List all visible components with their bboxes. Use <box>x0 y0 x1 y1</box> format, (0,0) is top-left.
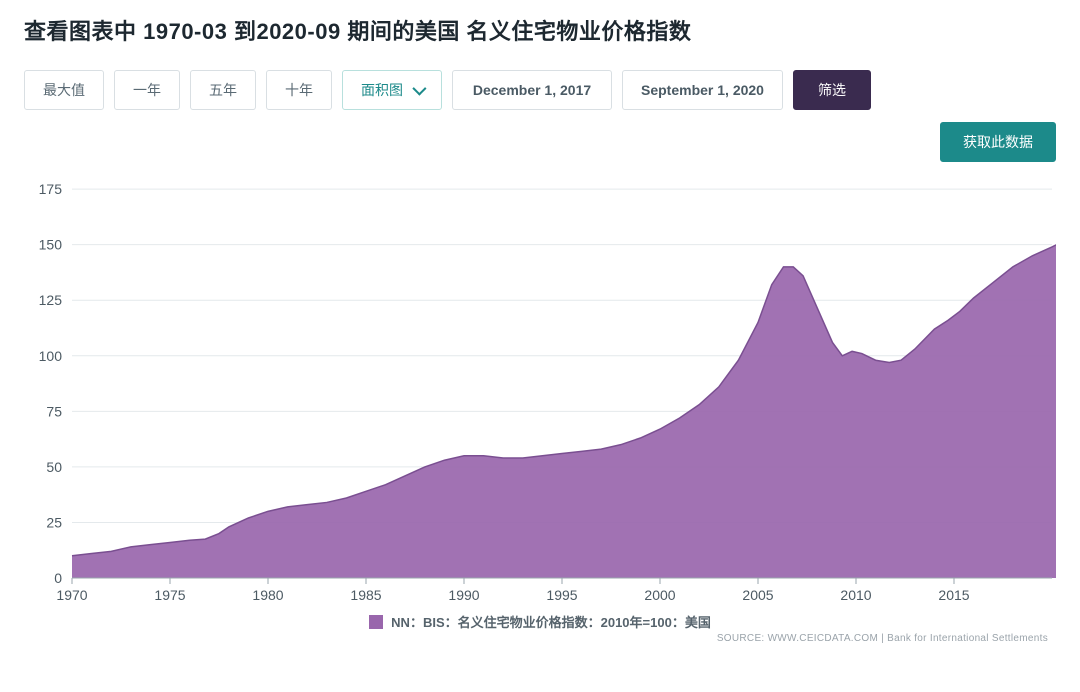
svg-text:1995: 1995 <box>546 587 577 603</box>
svg-text:150: 150 <box>39 237 63 253</box>
svg-text:2000: 2000 <box>644 587 675 603</box>
svg-text:1990: 1990 <box>448 587 479 603</box>
legend-label: NN：BIS：名义住宅物业价格指数：2010年=100：美国 <box>391 612 711 631</box>
svg-text:175: 175 <box>39 181 63 197</box>
page-title: 查看图表中 1970-03 到2020-09 期间的美国 名义住宅物业价格指数 <box>24 14 1056 46</box>
svg-text:2015: 2015 <box>938 587 969 603</box>
date-to-input[interactable]: September 1, 2020 <box>622 70 783 110</box>
get-data-button[interactable]: 获取此数据 <box>940 122 1056 162</box>
chart-type-label: 面积图 <box>361 80 403 100</box>
svg-text:1975: 1975 <box>154 587 185 603</box>
filter-button[interactable]: 筛选 <box>793 70 871 110</box>
svg-text:25: 25 <box>46 514 62 530</box>
range-max-button[interactable]: 最大值 <box>24 70 104 110</box>
svg-text:2005: 2005 <box>742 587 773 603</box>
chevron-down-icon <box>412 82 426 96</box>
range-10y-button[interactable]: 十年 <box>266 70 332 110</box>
svg-text:125: 125 <box>39 292 63 308</box>
area-chart-svg: 0 25 50 75 100 125 150 175 1970 1975 1980 1985 1990 1… <box>24 170 1056 610</box>
chart-type-select[interactable]: 面积图 <box>342 70 442 110</box>
svg-text:100: 100 <box>39 348 63 364</box>
svg-text:50: 50 <box>46 459 62 475</box>
svg-text:1985: 1985 <box>350 587 381 603</box>
source-text: SOURCE: WWW.CEICDATA.COM | Bank for Inte… <box>24 633 1056 644</box>
date-from-input[interactable]: December 1, 2017 <box>452 70 612 110</box>
toolbar: 最大值 一年 五年 十年 面积图 December 1, 2017 Septem… <box>24 70 1056 110</box>
legend-swatch <box>369 615 383 629</box>
range-1y-button[interactable]: 一年 <box>114 70 180 110</box>
svg-text:0: 0 <box>54 570 62 586</box>
svg-text:75: 75 <box>46 403 62 419</box>
chart-area: 0 25 50 75 100 125 150 175 1970 1975 1980 1985 1990 1… <box>24 170 1056 610</box>
range-5y-button[interactable]: 五年 <box>190 70 256 110</box>
chart-legend: NN：BIS：名义住宅物业价格指数：2010年=100：美国 <box>24 612 1056 631</box>
svg-text:2010: 2010 <box>840 587 871 603</box>
svg-text:1980: 1980 <box>252 587 283 603</box>
svg-text:1970: 1970 <box>56 587 87 603</box>
